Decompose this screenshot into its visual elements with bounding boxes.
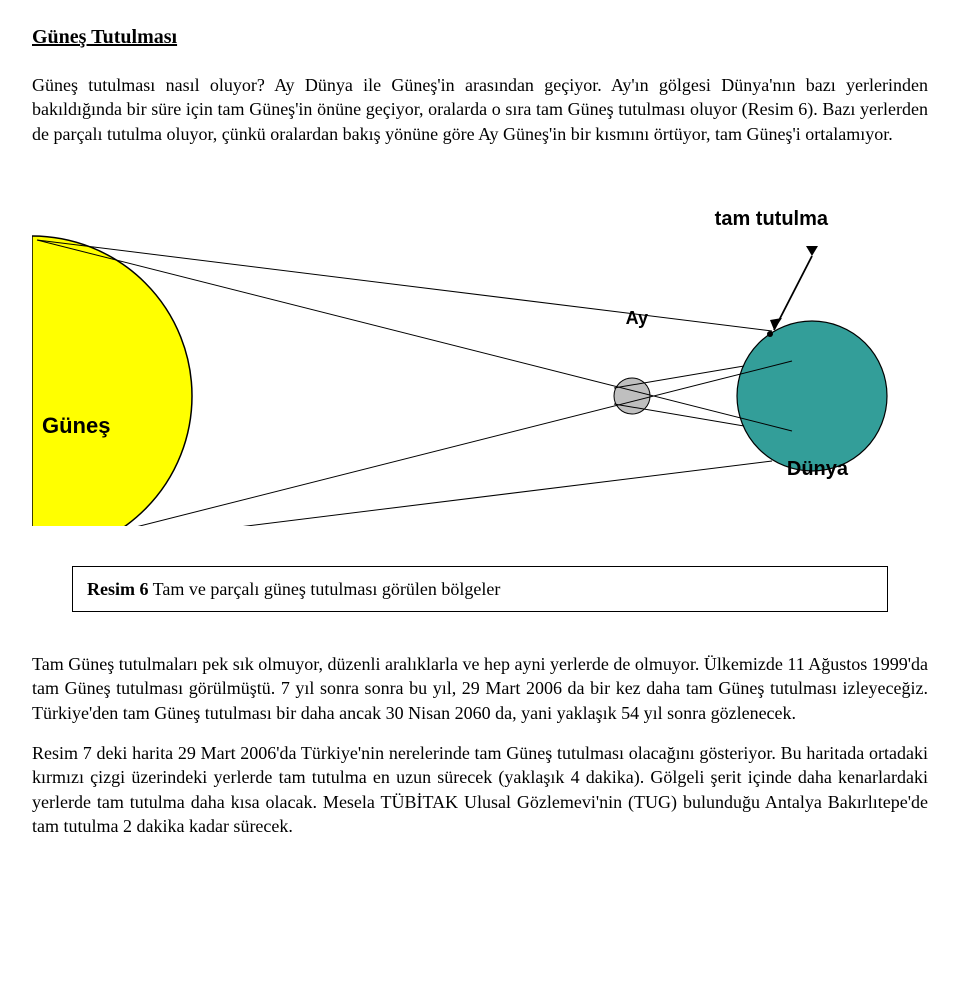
eclipse-diagram: tam tutulma Ay Güneş Dünya (32, 206, 928, 526)
page-title: Güneş Tutulması (32, 24, 928, 51)
intro-paragraph: Güneş tutulması nasıl oluyor? Ay Dünya i… (32, 73, 928, 146)
label-gunes: Güneş (42, 411, 110, 441)
caption-text: Tam ve parçalı güneş tutulması görülen b… (149, 579, 501, 599)
label-tam-tutulma: tam tutulma (715, 206, 828, 233)
label-dunya: Dünya (787, 456, 848, 483)
label-ay: Ay (626, 306, 648, 330)
figure-caption: Resim 6 Tam ve parçalı güneş tutulması g… (72, 566, 888, 612)
caption-label: Resim 6 (87, 579, 149, 599)
paragraph-3: Resim 7 deki harita 29 Mart 2006'da Türk… (32, 741, 928, 838)
paragraph-2: Tam Güneş tutulmaları pek sık olmuyor, d… (32, 652, 928, 725)
